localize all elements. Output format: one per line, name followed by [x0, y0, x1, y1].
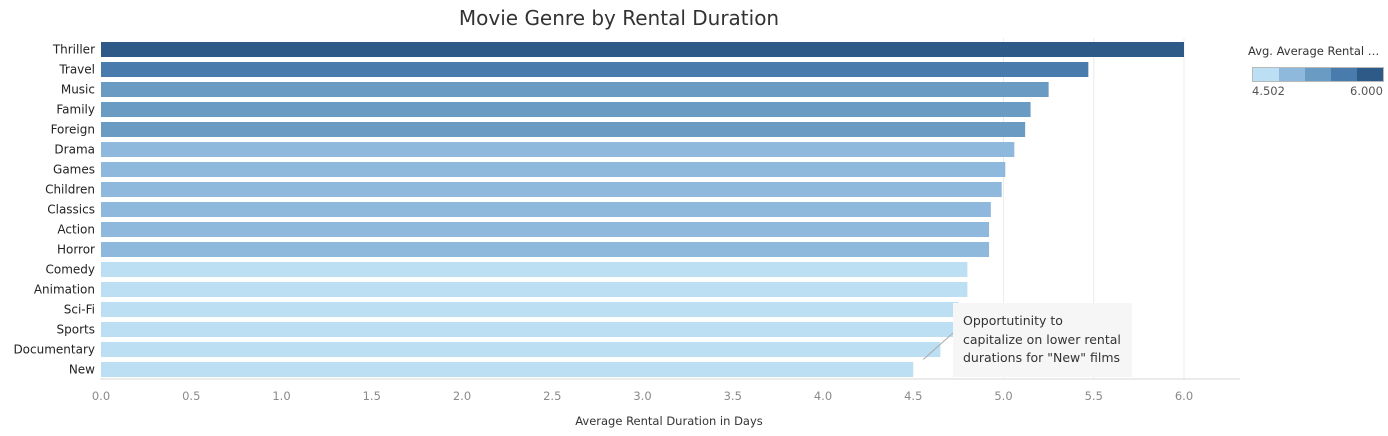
- bar-sci-fi[interactable]: [101, 302, 959, 317]
- legend-swatch: [1357, 68, 1383, 81]
- chart-title: Movie Genre by Rental Duration: [458, 6, 780, 30]
- category-label: Games: [53, 163, 95, 177]
- x-tick-label: 2.0: [453, 389, 471, 403]
- x-axis-title: Average Rental Duration in Days: [575, 414, 763, 428]
- bar-documentary[interactable]: [101, 342, 941, 357]
- bar-sports[interactable]: [101, 322, 959, 337]
- annotation-line-2: capitalize on lower rental: [963, 331, 1121, 347]
- annotation-line-3: durations for "New" films: [963, 350, 1121, 365]
- legend-max-label: 6.000: [1350, 84, 1383, 98]
- annotation-line-1: Opportutinity to: [963, 313, 1063, 328]
- x-tick-label: 2.5: [543, 389, 561, 403]
- bar-games[interactable]: [101, 162, 1006, 177]
- x-tick-label: 3.5: [724, 389, 742, 403]
- x-axis-ticks: 0.0 0.5 1.0 1.5 2.0 2.5 3.0 3.5 4.0 4.5 5.0 5.5 6.0: [92, 389, 1193, 403]
- bar-children[interactable]: [101, 182, 1002, 197]
- x-tick-label: 6.0: [1175, 389, 1193, 403]
- legend-title: Avg. Average Rental Du..: [1248, 44, 1384, 58]
- category-label: Foreign: [51, 123, 95, 137]
- x-tick-label: 4.0: [814, 389, 832, 403]
- category-labels: Thriller Travel Music Family Foreign Drama Gam…: [13, 43, 95, 377]
- category-label: Thriller: [52, 43, 95, 57]
- annotation-leader-line: [922, 332, 954, 360]
- category-label: Action: [57, 223, 95, 237]
- legend-swatch: [1331, 68, 1357, 81]
- legend-swatch: [1279, 68, 1305, 81]
- category-label: Family: [56, 103, 95, 117]
- bar-classics[interactable]: [101, 202, 991, 217]
- bar-horror[interactable]: [101, 242, 990, 257]
- bar-animation[interactable]: [101, 282, 968, 297]
- x-tick-label: 1.5: [363, 389, 381, 403]
- x-tick-label: 5.0: [994, 389, 1012, 403]
- annotation-box: Opportutinity to capitalize on lower ren…: [953, 303, 1132, 377]
- bar-action[interactable]: [101, 222, 990, 237]
- bar-new[interactable]: [101, 362, 914, 377]
- bar-foreign[interactable]: [101, 122, 1026, 137]
- category-label: Sci-Fi: [64, 303, 95, 317]
- category-label: New: [69, 363, 95, 377]
- category-label: Documentary: [13, 343, 95, 357]
- bar-travel[interactable]: [101, 62, 1089, 77]
- bar-drama[interactable]: [101, 142, 1015, 157]
- category-label: Drama: [54, 143, 95, 157]
- category-label: Animation: [34, 283, 95, 297]
- legend-swatch: [1305, 68, 1331, 81]
- x-tick-label: 0.5: [182, 389, 200, 403]
- legend-color-ramp: [1252, 67, 1384, 82]
- x-tick-label: 0.0: [92, 389, 110, 403]
- bars: [101, 42, 1184, 377]
- bar-music[interactable]: [101, 82, 1049, 97]
- category-label: Music: [61, 83, 95, 97]
- category-label: Comedy: [45, 263, 95, 277]
- category-label: Classics: [47, 203, 95, 217]
- category-label: Children: [45, 183, 95, 197]
- legend-swatch: [1253, 68, 1279, 81]
- x-tick-label: 3.0: [633, 389, 651, 403]
- x-tick-label: 5.5: [1085, 389, 1103, 403]
- x-tick-label: 4.5: [904, 389, 922, 403]
- bar-thriller[interactable]: [101, 42, 1184, 57]
- color-legend: Avg. Average Rental Du.. 4.502 6.000: [1248, 44, 1388, 98]
- legend-min-label: 4.502: [1252, 84, 1285, 98]
- category-label: Sports: [57, 323, 95, 337]
- bar-family[interactable]: [101, 102, 1031, 117]
- bar-comedy[interactable]: [101, 262, 968, 277]
- x-tick-label: 1.0: [272, 389, 290, 403]
- category-label: Horror: [57, 243, 95, 257]
- category-label: Travel: [58, 63, 95, 77]
